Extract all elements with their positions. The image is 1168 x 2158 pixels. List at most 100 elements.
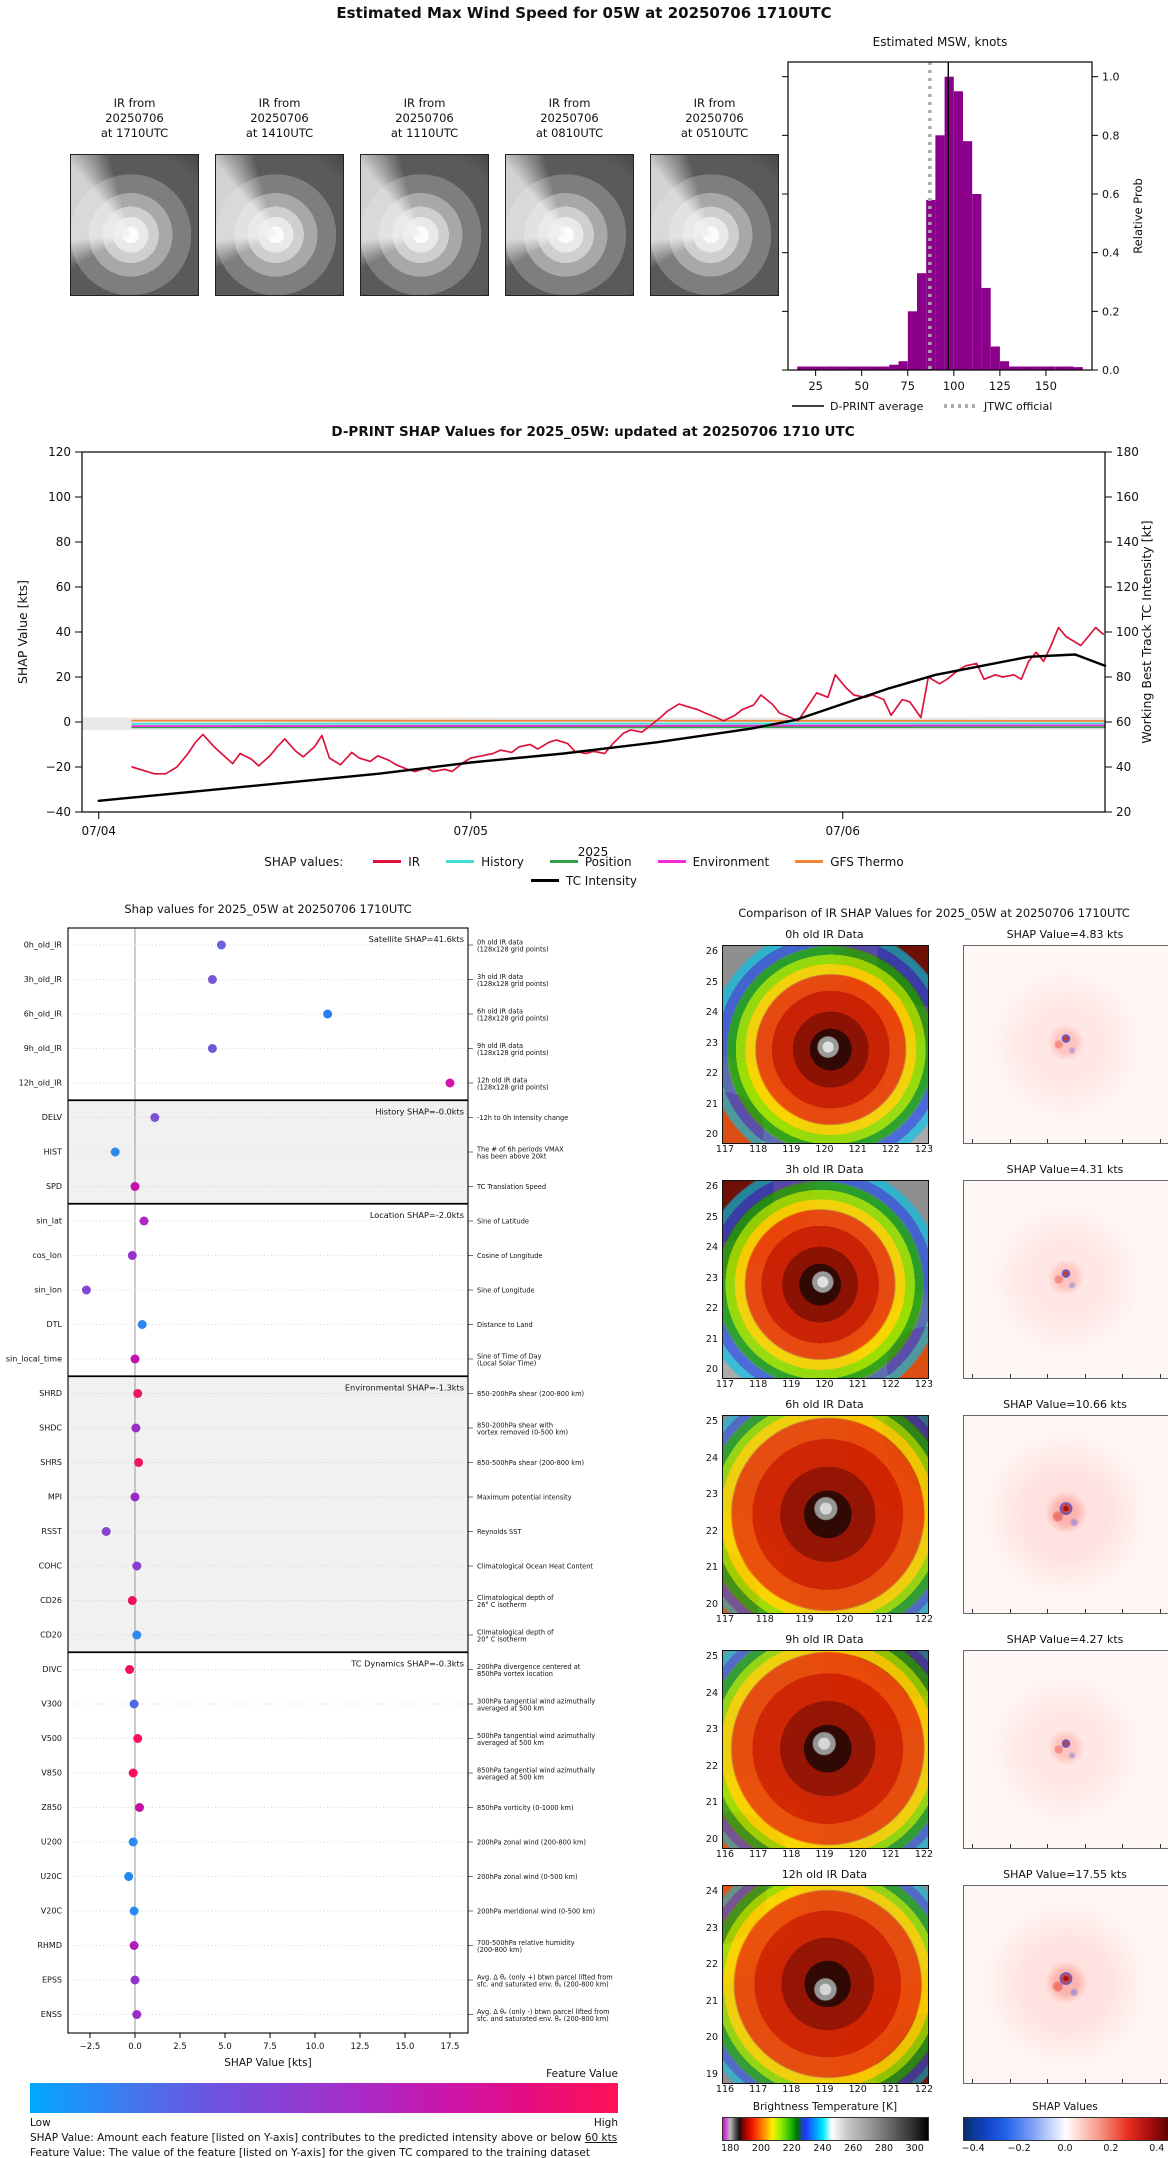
feature-label-COHC: COHC bbox=[39, 1562, 63, 1571]
feature-label-sin_lat: sin_lat bbox=[36, 1217, 62, 1226]
shap-dot-0h_old_IR bbox=[216, 940, 226, 950]
shap-axis-tick bbox=[1009, 1609, 1011, 1613]
ir-xtick-label: 121 bbox=[848, 1379, 867, 1390]
shap-dot-RSST bbox=[101, 1527, 111, 1536]
legend-swatch bbox=[795, 860, 824, 863]
shap-axis-tick bbox=[1084, 1609, 1086, 1613]
ir-xtick-label: 119 bbox=[795, 1614, 814, 1625]
shap-image-4 bbox=[963, 1885, 1168, 2084]
histogram-xtick-label: 125 bbox=[989, 379, 1011, 393]
shap-axis-tick bbox=[1122, 1139, 1124, 1143]
feature-desc: (128x128 grid points) bbox=[477, 1015, 549, 1023]
msw-histogram: Estimated MSW, knots 0.0 0.2 0.4 0.6 0.8 1.0 25… bbox=[782, 35, 1145, 413]
feature-footnote-text: Feature Value: The value of the feature … bbox=[30, 2147, 591, 2158]
shap-dot-plot: 0h_old_IR 0h old IR data(128x128 grid poi… bbox=[6, 902, 613, 2069]
legend-swatch bbox=[530, 879, 559, 882]
ir-colormap-art bbox=[723, 1886, 928, 2083]
ir-ytick-label: 23 bbox=[705, 1724, 718, 1736]
shap-image-3 bbox=[963, 1650, 1168, 1849]
xtick-label: 07/05 bbox=[453, 824, 488, 838]
feature-label-CD20: CD20 bbox=[40, 1631, 62, 1640]
feature-value-colorbar bbox=[30, 2083, 618, 2113]
ir-ytick-label: 26 bbox=[705, 946, 718, 957]
legend-swatch bbox=[446, 860, 475, 863]
shap-dot-6h_old_IR bbox=[323, 1009, 333, 1019]
histogram-xtick-label: 75 bbox=[900, 379, 915, 393]
histogram-bar bbox=[797, 366, 807, 370]
feature-label-SHRS: SHRS bbox=[40, 1458, 62, 1467]
feature-desc: sfc. and saturated env. θₑ (200-800 km) bbox=[477, 1981, 609, 1989]
ir-xtick-label: 123 bbox=[914, 1379, 934, 1390]
ir-colormap-art bbox=[723, 1651, 928, 1848]
feature-label-9h_old_IR: 9h_old_IR bbox=[24, 1044, 63, 1053]
legend-item-tc-intensity: TC Intensity bbox=[530, 873, 638, 888]
shap-image-1 bbox=[963, 1180, 1168, 1379]
legend-item-ir: IR bbox=[373, 855, 420, 869]
feature-desc: 20° C isotherm bbox=[477, 1636, 527, 1644]
timeseries-frame bbox=[81, 451, 1106, 813]
timeseries-ylabel-left: SHAP Value [kts] bbox=[15, 580, 30, 684]
feature-desc: (128x128 grid points) bbox=[477, 946, 549, 954]
ir-ytick-label: 20 bbox=[705, 1599, 718, 1610]
feature-label-U20C: U20C bbox=[40, 1872, 62, 1881]
bt-colorbar-tick: 200 bbox=[751, 2143, 771, 2154]
comparison-title: Comparison of IR SHAP Values for 2025_05… bbox=[738, 906, 1130, 920]
shap-axis-tick bbox=[1009, 1139, 1011, 1143]
feature-desc: 850-200hPa shear (200-800 km) bbox=[477, 1390, 584, 1398]
feature-label-SHRD: SHRD bbox=[39, 1389, 62, 1398]
ir-ytick-label: 24 bbox=[705, 1007, 718, 1018]
ir-xtick-label: 120 bbox=[835, 1614, 854, 1625]
feature-desc: Cosine of Longitude bbox=[477, 1252, 542, 1260]
histogram-bar bbox=[1064, 366, 1074, 370]
shap-dot-MPI bbox=[130, 1492, 140, 1502]
timeseries-legend: SHAP values: IR History Position Environment… bbox=[0, 852, 1168, 890]
legend-swatch bbox=[373, 860, 402, 863]
legend-label: TC Intensity bbox=[565, 873, 638, 888]
ir-thumbnail-image bbox=[215, 154, 344, 296]
ir-xtick-label: 119 bbox=[782, 1144, 801, 1155]
shap-colorbar-tick: −0.2 bbox=[1007, 2143, 1031, 2154]
feature-desc: 200hPa zonal wind (0-500 km) bbox=[477, 1873, 578, 1881]
bt-colorbar bbox=[722, 2117, 929, 2141]
histogram-bar bbox=[815, 366, 825, 370]
jtwc-official-label: JTWC official bbox=[983, 400, 1052, 413]
feature-desc: (128x128 grid points) bbox=[477, 1049, 549, 1057]
bt-colorbar-tick: 280 bbox=[874, 2143, 894, 2154]
ir-xtick-label: 122 bbox=[914, 1849, 934, 1860]
shap-axis-tick bbox=[1084, 1844, 1086, 1848]
shap-axis-tick bbox=[972, 1374, 973, 1378]
shap-axis-tick bbox=[1160, 1374, 1161, 1378]
shap-dot-SHRD bbox=[133, 1389, 143, 1398]
ir-xtick-label: 118 bbox=[782, 1849, 801, 1860]
shap-axis-tick bbox=[1047, 2079, 1049, 2083]
shap-colorbar-tick: 0.0 bbox=[1057, 2143, 1073, 2154]
shap-axis-tick bbox=[1009, 1374, 1011, 1378]
feature-label-RHMD: RHMD bbox=[37, 1941, 62, 1950]
ir-xtick-label: 118 bbox=[755, 1614, 774, 1625]
ir-xtick-label: 117 bbox=[715, 1379, 735, 1390]
histogram-bar bbox=[898, 361, 908, 370]
ir-panel-title-2: 6h old IR Data bbox=[785, 1398, 864, 1411]
shap-panel-title-3: SHAP Value=4.27 kts bbox=[1006, 1633, 1124, 1646]
cyclone-swirl-art bbox=[71, 155, 198, 295]
ir-xtick-label: 120 bbox=[815, 1144, 834, 1155]
feature-desc: Avg. Δ θₑ (only +) btwn parcel lifted fr… bbox=[477, 1974, 613, 1982]
ir-ytick-label: 26 bbox=[705, 1181, 718, 1192]
shap-dot-COHC bbox=[132, 1561, 142, 1571]
histogram-ytick-label: 0.6 bbox=[1102, 188, 1120, 201]
ir-ytick-label: 21 bbox=[705, 1562, 718, 1574]
shap-panel-title-2: SHAP Value=10.66 kts bbox=[1003, 1398, 1127, 1411]
legend-swatch bbox=[549, 860, 578, 863]
ir-xtick-label: 120 bbox=[815, 1379, 834, 1390]
legend-item-gfs-thermo: GFS Thermo bbox=[795, 855, 904, 869]
ir-xtick-label: 122 bbox=[881, 1144, 900, 1155]
ir-ytick-label: 19 bbox=[705, 2069, 718, 2080]
ir-image-2 bbox=[722, 1415, 929, 1614]
shap-dot-Z850 bbox=[135, 1803, 144, 1812]
shap-dot-3h_old_IR bbox=[207, 975, 217, 984]
feature-desc: 500hPa tangential wind azimuthally bbox=[477, 1732, 595, 1740]
ir-ytick-label: 22 bbox=[705, 1068, 718, 1079]
ir-thumbnail-label: IR from 20250706 at 1710UTC bbox=[100, 96, 169, 140]
ir-colormap-art bbox=[723, 1416, 928, 1613]
